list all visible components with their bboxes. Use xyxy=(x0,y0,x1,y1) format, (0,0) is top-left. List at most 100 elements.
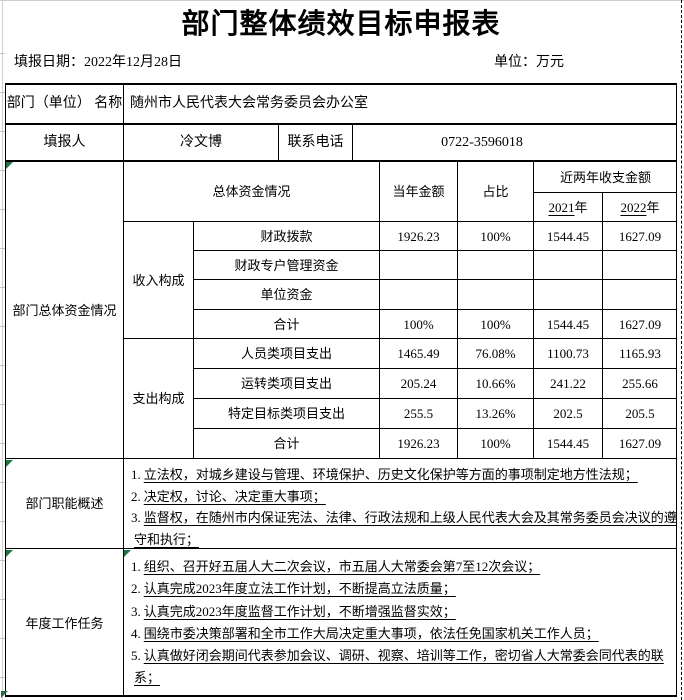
cell-error-indicator-icon xyxy=(6,162,13,169)
row-operation-ratio: 10.66% xyxy=(457,368,533,398)
expense-group-label: 支出构成 xyxy=(123,338,193,458)
row-personnel-ratio: 76.08% xyxy=(457,338,533,368)
row-expense-total-name: 合计 xyxy=(193,428,379,458)
function-line-1-num: 1. xyxy=(131,467,141,482)
row-fiscal-allocation-current: 1926.23 xyxy=(379,221,457,250)
row-income-total-2022: 1627.09 xyxy=(602,309,677,338)
function-line-3-num: 3. xyxy=(131,510,141,525)
header-year-2021: 2021 年 xyxy=(533,192,602,221)
functions-label: 部门职能概述 xyxy=(5,458,123,548)
row-unit-funds-2022 xyxy=(602,279,677,309)
task-line-5-text: 认真做好闭会期间代表参加会议、调研、视察、培训等工作，密切省人大常委会同代表的联 xyxy=(143,648,664,664)
phone-label: 联系电话 xyxy=(278,123,352,160)
header-ratio: 占比 xyxy=(457,160,533,221)
year-2022-number: 2022 xyxy=(620,199,647,215)
function-line-4: 守和执行； xyxy=(131,529,673,549)
row-income-total-ratio: 100% xyxy=(457,309,533,338)
task-line-1-num: 1. xyxy=(131,559,141,574)
function-line-2-text: 决定权，讨论、决定重大事项； xyxy=(143,488,326,504)
row-operation-name: 运转类项目支出 xyxy=(193,368,379,398)
task-line-1-text: 组织、召开好五届人大二次会议，市五届人大常委会第7至12次会议； xyxy=(143,559,541,574)
row-gridline-ticks xyxy=(0,15,5,693)
header-current-amount: 当年金额 xyxy=(379,160,457,221)
fill-date: 填报日期：2022年12月28日 xyxy=(14,55,182,70)
row-operation-current: 205.24 xyxy=(379,368,457,398)
row-specific-goal-2022: 205.5 xyxy=(602,398,677,428)
year-2021-suffix: 年 xyxy=(574,199,588,215)
task-line-5-num: 5. xyxy=(131,648,141,664)
row-fiscal-allocation-name: 财政拨款 xyxy=(193,221,379,250)
row-personnel-current: 1465.49 xyxy=(379,338,457,368)
phone-value: 0722-3596018 xyxy=(352,123,677,160)
filler-value: 冷文博 xyxy=(123,123,278,160)
function-line-3: 3. 监督权，在随州市内保证宪法、法律、行政法规和上级人民代表大会及其常务委员会决… xyxy=(131,507,677,529)
row-personnel-2022: 1165.93 xyxy=(602,338,677,368)
row-special-account-ratio xyxy=(457,250,533,279)
row-specific-goal-ratio: 13.26% xyxy=(457,398,533,428)
tasks-content: 1. 组织、召开好五届人大二次会议，市五届人大常委会第7至12次会议； 2. 认真完… xyxy=(123,548,677,697)
page-title: 部门整体绩效目标申报表 xyxy=(181,9,501,40)
top-gridline xyxy=(0,0,684,1)
row-expense-total-2021: 1544.45 xyxy=(533,428,602,458)
row-unit-funds-2021 xyxy=(533,279,602,309)
row-unit-funds-current xyxy=(379,279,457,309)
row-specific-goal-name: 特定目标类项目支出 xyxy=(193,398,379,428)
row-expense-total-current: 1926.23 xyxy=(379,428,457,458)
task-line-3-num: 3. xyxy=(131,603,141,619)
header-year-2022: 2022 年 xyxy=(602,192,677,221)
task-line-3: 3. 认真完成2023年度监督工作计划，不断增强监督实效； xyxy=(131,601,673,623)
function-line-2-num: 2. xyxy=(131,488,141,504)
table-bottom-border xyxy=(5,695,677,697)
row-income-total-current: 100% xyxy=(379,309,457,338)
cell-error-indicator-icon xyxy=(124,550,131,557)
cell-error-indicator-icon xyxy=(6,550,13,557)
row-unit-funds-ratio xyxy=(457,279,533,309)
dept-name-value: 随州市人民代表大会常务委员会办公室 xyxy=(123,83,677,123)
row-operation-2022: 255.66 xyxy=(602,368,677,398)
tasks-label: 年度工作任务 xyxy=(5,548,123,697)
task-line-6-text: 系； xyxy=(134,670,161,686)
income-group-label: 收入构成 xyxy=(123,221,193,338)
function-line-1-text: 立法权，对城乡建设与管理、环境保护、历史文化保护等方面的事项制定地方性法规； xyxy=(143,467,638,482)
table-right-border xyxy=(676,83,677,697)
task-line-2: 2. 认真完成2023年度立法工作计划，不断提高立法质量； xyxy=(131,578,673,600)
task-line-4-num: 4. xyxy=(131,625,141,641)
row-special-account-2021 xyxy=(533,250,602,279)
row-personnel-name: 人员类项目支出 xyxy=(193,338,379,368)
row-income-total-2021: 1544.45 xyxy=(533,309,602,338)
row-fiscal-allocation-2021: 1544.45 xyxy=(533,221,602,250)
funds-section-label: 部门总体资金情况 xyxy=(5,160,123,458)
row-special-account-2022 xyxy=(602,250,677,279)
row-income-total-name: 合计 xyxy=(193,309,379,338)
function-line-1: 1. 立法权，对城乡建设与管理、环境保护、历史文化保护等方面的事项制定地方性法规； xyxy=(131,464,673,486)
filler-label: 填报人 xyxy=(5,123,123,160)
print-break-dashed-line xyxy=(681,0,682,700)
row-expense-total-2022: 1627.09 xyxy=(602,428,677,458)
row-special-account-current xyxy=(379,250,457,279)
header-overall: 总体资金情况 xyxy=(123,160,379,221)
row-specific-goal-current: 255.5 xyxy=(379,398,457,428)
cell-error-indicator-icon xyxy=(6,460,13,467)
row-special-account-name: 财政专户管理资金 xyxy=(193,250,379,279)
cell-error-indicator-icon xyxy=(1,691,8,698)
year-2021-number: 2021 xyxy=(548,199,575,215)
year-2022-suffix: 年 xyxy=(646,199,660,215)
task-line-4: 4. 围绕市委决策部署和全市工作大局决定重大事项，依法任免国家机关工作人员； xyxy=(131,623,673,645)
row-expense-total-ratio: 100% xyxy=(457,428,533,458)
task-line-5: 5. 认真做好闭会期间代表参加会议、调研、视察、培训等工作，密切省人大常委会同代表… xyxy=(131,645,673,667)
row-personnel-2021: 1100.73 xyxy=(533,338,602,368)
row-fiscal-allocation-ratio: 100% xyxy=(457,221,533,250)
task-line-6: 系； xyxy=(131,667,673,689)
task-line-2-text: 认真完成2023年度立法工作计划，不断提高立法质量； xyxy=(143,581,456,597)
function-line-2: 2. 决定权，讨论、决定重大事项； xyxy=(131,486,673,508)
header-two-years: 近两年收支金额 xyxy=(533,160,677,192)
task-line-1: 1. 组织、召开好五届人大二次会议，市五届人大常委会第7至12次会议； xyxy=(131,556,673,578)
row-unit-funds-name: 单位资金 xyxy=(193,279,379,309)
row-fiscal-allocation-2022: 1627.09 xyxy=(602,221,677,250)
task-line-2-num: 2. xyxy=(131,581,141,597)
function-line-3-text: 监督权，在随州市内保证宪法、法律、行政法规和上级人民代表大会及其常务委员会决议的… xyxy=(143,510,677,525)
row-operation-2021: 241.22 xyxy=(533,368,602,398)
task-line-4-text: 围绕市委决策部署和全市工作大局决定重大事项，依法任免国家机关工作人员； xyxy=(143,625,599,641)
function-line-4-text: 守和执行； xyxy=(134,531,200,547)
